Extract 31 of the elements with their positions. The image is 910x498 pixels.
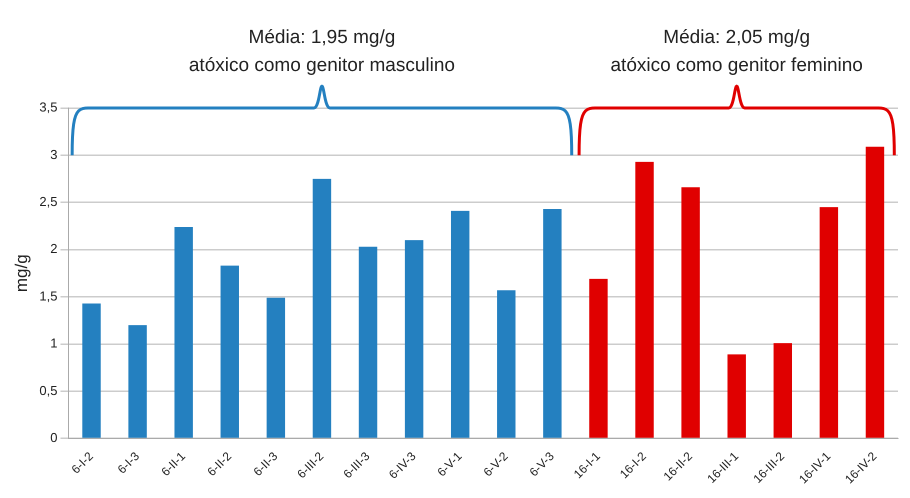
bar	[589, 278, 608, 438]
y-tick-label: 0	[50, 430, 58, 446]
text: Média: 2,05 mg/g	[662, 26, 812, 50]
bar	[174, 226, 193, 438]
bar	[727, 354, 746, 438]
text: Média: 1,95 mg/g	[248, 26, 396, 50]
bar	[358, 246, 378, 438]
bar	[635, 162, 654, 438]
y-tick-label: 2	[50, 241, 58, 256]
bar	[450, 210, 470, 438]
y-tick-label: 1	[50, 336, 58, 351]
bar	[220, 266, 239, 438]
bar	[543, 209, 562, 438]
bar	[266, 298, 286, 438]
bar	[497, 290, 516, 438]
bar	[404, 240, 424, 438]
y-tick-label: 1,5	[39, 288, 58, 304]
text: atóxico como genitor feminino	[609, 54, 864, 78]
y-tick-label: 3,5	[39, 100, 58, 115]
bar	[866, 146, 884, 438]
bar	[820, 207, 838, 438]
y-tick-label: 3	[50, 146, 58, 162]
bar	[312, 178, 332, 438]
bar	[82, 303, 101, 438]
text: atóxico como genitor masculino	[188, 54, 456, 78]
bar	[774, 343, 792, 438]
y-axis-title: mg/g	[12, 254, 31, 292]
y-tick-label: 0,5	[39, 382, 58, 398]
bar	[128, 325, 147, 438]
bar	[681, 187, 700, 438]
y-tick-label: 2,5	[39, 194, 58, 209]
